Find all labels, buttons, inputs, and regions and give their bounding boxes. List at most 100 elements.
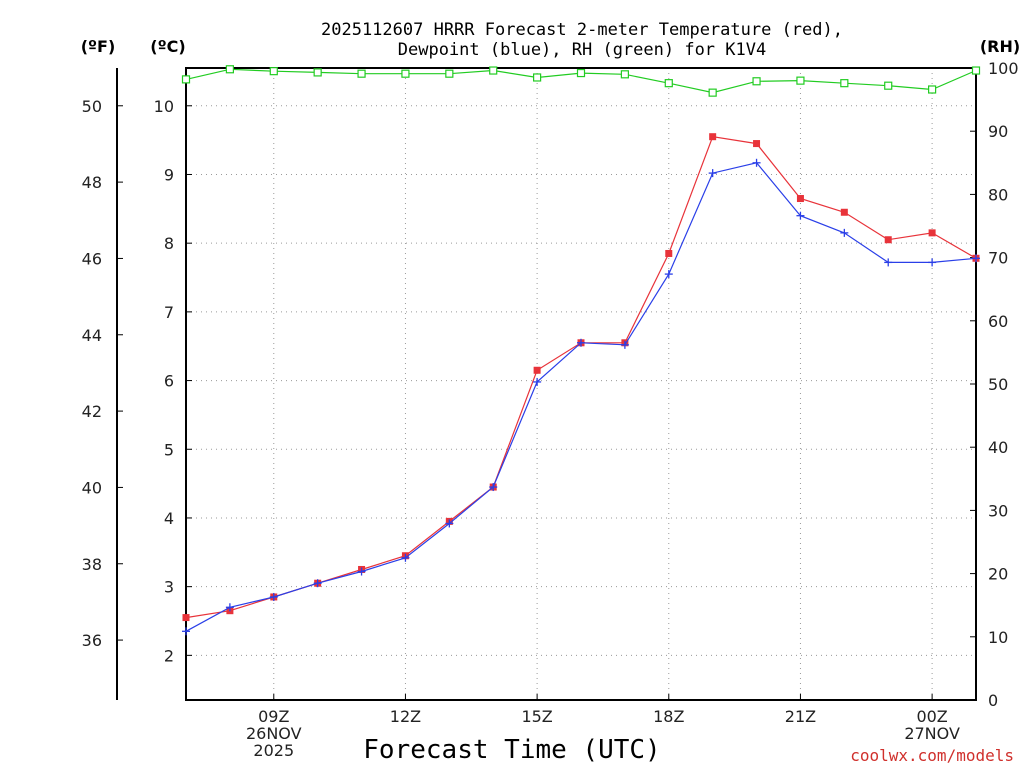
rh-point bbox=[357, 69, 366, 78]
dewpoint-point bbox=[182, 627, 190, 636]
dewpoint-point bbox=[928, 258, 937, 267]
rh-point bbox=[489, 66, 498, 75]
fahrenheit-ticks: 36 38 40 42 44 46 48 50 bbox=[82, 97, 123, 650]
rh-tick-label: 10 bbox=[988, 628, 1008, 647]
chart-subtitle: Dewpoint (blue), RH (green) for K1V4 bbox=[398, 40, 766, 60]
celsius-tick-label: 7 bbox=[164, 303, 174, 322]
celsius-tick-label: 6 bbox=[164, 372, 174, 391]
rh-point bbox=[225, 65, 234, 74]
fahrenheit-tick-label: 36 bbox=[82, 631, 102, 650]
x-tick-label: 09Z bbox=[258, 707, 289, 726]
plot-frame bbox=[185, 67, 977, 701]
rh-point bbox=[971, 66, 981, 75]
celsius-tick-label: 3 bbox=[164, 578, 174, 597]
fahrenheit-tick-label: 46 bbox=[82, 249, 102, 268]
series-line-temperature bbox=[185, 136, 977, 619]
rh-point bbox=[796, 76, 805, 85]
rh-point bbox=[313, 68, 322, 77]
celsius-ticks: 2 3 4 5 6 7 8 9 10 bbox=[154, 97, 192, 665]
dewpoint-point bbox=[972, 254, 980, 263]
dewpoint-point bbox=[884, 258, 893, 267]
dewpoint-point bbox=[489, 483, 498, 492]
temperature-point bbox=[753, 140, 761, 148]
dewpoint-point bbox=[357, 567, 366, 576]
temperature-point bbox=[709, 133, 717, 141]
grid bbox=[186, 68, 976, 700]
rh-point bbox=[533, 73, 542, 82]
x-tick-label: 15Z bbox=[521, 707, 552, 726]
fahrenheit-tick-label: 40 bbox=[82, 478, 102, 497]
celsius-tick-label: 5 bbox=[164, 440, 174, 459]
rh-point bbox=[269, 67, 278, 76]
temperature-point bbox=[884, 236, 892, 244]
rh-point bbox=[884, 81, 893, 90]
dewpoint-point bbox=[708, 169, 717, 178]
x-tick-label: 27NOV bbox=[904, 724, 960, 743]
fahrenheit-tick-label: 50 bbox=[82, 97, 102, 116]
rh-point bbox=[928, 85, 937, 94]
x-tick-label: 00Z bbox=[916, 707, 947, 726]
fahrenheit-tick-label: 44 bbox=[82, 326, 102, 345]
series-layer bbox=[181, 65, 981, 636]
celsius-tick-label: 9 bbox=[164, 165, 174, 184]
fahrenheit-tick-label: 42 bbox=[82, 402, 102, 421]
rh-point bbox=[445, 69, 454, 78]
rh-ticks: 0 10 20 30 40 50 60 70 80 90 100 bbox=[970, 59, 1019, 710]
temperature-point bbox=[665, 249, 673, 257]
rh-tick-label: 0 bbox=[988, 691, 998, 710]
credit-text: coolwx.com/models bbox=[850, 746, 1014, 765]
dewpoint-point bbox=[533, 377, 542, 386]
temperature-point bbox=[533, 366, 541, 374]
rh-point bbox=[181, 75, 191, 84]
fahrenheit-unit-label: (ºF) bbox=[81, 37, 116, 56]
rh-tick-label: 30 bbox=[988, 501, 1008, 520]
rh-tick-label: 40 bbox=[988, 438, 1008, 457]
x-axis-label: Forecast Time (UTC) bbox=[363, 735, 660, 765]
dewpoint-point bbox=[313, 579, 322, 588]
temperature-point bbox=[796, 195, 804, 203]
rh-point bbox=[576, 68, 586, 78]
dewpoint-point bbox=[796, 211, 805, 220]
chart-title: 2025112607 HRRR Forecast 2-meter Tempera… bbox=[321, 20, 843, 40]
dewpoint-point bbox=[620, 340, 629, 349]
dewpoint-point bbox=[225, 603, 234, 612]
celsius-tick-label: 8 bbox=[164, 234, 174, 253]
rh-tick-label: 90 bbox=[988, 122, 1008, 141]
rh-tick-label: 70 bbox=[988, 249, 1008, 268]
fahrenheit-tick-label: 38 bbox=[82, 555, 102, 574]
rh-unit-label: (RH) bbox=[980, 37, 1020, 56]
rh-tick-label: 100 bbox=[988, 59, 1019, 78]
rh-point bbox=[401, 69, 410, 78]
rh-tick-label: 20 bbox=[988, 565, 1008, 584]
dewpoint-point bbox=[664, 270, 673, 279]
series-line-dewpoint bbox=[185, 162, 977, 632]
dewpoint-point bbox=[577, 338, 585, 347]
temperature-point bbox=[182, 614, 190, 622]
celsius-tick-label: 4 bbox=[164, 509, 174, 528]
celsius-tick-label: 10 bbox=[154, 97, 174, 116]
x-tick-label: 21Z bbox=[785, 707, 816, 726]
series-dewpoint bbox=[182, 158, 980, 636]
dewpoint-point bbox=[840, 228, 849, 237]
dewpoint-point bbox=[401, 553, 410, 562]
celsius-tick-label: 2 bbox=[164, 646, 174, 665]
temperature-point bbox=[928, 229, 936, 237]
series-rh bbox=[181, 65, 981, 97]
rh-point bbox=[708, 88, 717, 97]
fahrenheit-tick-label: 48 bbox=[82, 173, 102, 192]
x-tick-label: 18Z bbox=[653, 707, 684, 726]
temperature-point bbox=[840, 208, 848, 216]
x-tick-label: 12Z bbox=[390, 707, 421, 726]
series-temperature bbox=[182, 133, 980, 622]
rh-tick-label: 80 bbox=[988, 185, 1008, 204]
x-tick-label: 26NOV bbox=[246, 724, 302, 743]
dewpoint-point bbox=[445, 519, 454, 528]
rh-point bbox=[752, 77, 761, 86]
rh-point bbox=[840, 79, 849, 88]
rh-tick-label: 50 bbox=[988, 375, 1008, 394]
rh-point bbox=[664, 79, 673, 88]
rh-point bbox=[620, 70, 629, 79]
rh-tick-label: 60 bbox=[988, 312, 1008, 331]
